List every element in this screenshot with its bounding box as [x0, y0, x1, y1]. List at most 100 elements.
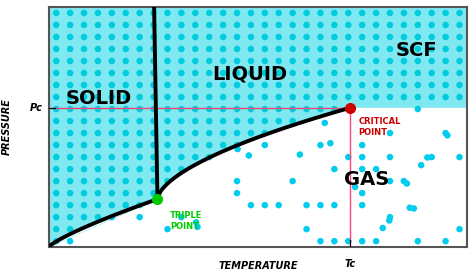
- Point: [164, 179, 171, 183]
- Point: [247, 35, 255, 39]
- Point: [66, 47, 74, 51]
- Point: [219, 119, 227, 123]
- Point: [108, 203, 116, 207]
- Point: [400, 23, 408, 27]
- Point: [191, 83, 199, 87]
- Point: [80, 119, 88, 123]
- Point: [53, 227, 60, 231]
- Point: [136, 119, 144, 123]
- Point: [94, 179, 102, 183]
- Point: [456, 59, 463, 63]
- Point: [358, 83, 366, 87]
- Point: [136, 131, 144, 135]
- Point: [150, 83, 157, 87]
- Point: [219, 23, 227, 27]
- Point: [191, 155, 199, 159]
- Point: [358, 95, 366, 99]
- Point: [164, 95, 171, 99]
- Point: [94, 11, 102, 15]
- Point: [428, 95, 436, 99]
- Point: [428, 35, 436, 39]
- Point: [275, 47, 283, 51]
- Point: [345, 239, 352, 243]
- Point: [414, 95, 421, 99]
- Point: [317, 203, 324, 207]
- Point: [330, 71, 338, 75]
- Point: [178, 71, 185, 75]
- Point: [386, 35, 394, 39]
- Point: [219, 83, 227, 87]
- Point: [317, 35, 324, 39]
- Point: [386, 179, 394, 183]
- Text: SCF: SCF: [396, 41, 438, 60]
- Point: [330, 95, 338, 99]
- Point: [80, 155, 88, 159]
- Point: [178, 95, 185, 99]
- Point: [289, 179, 296, 183]
- Point: [372, 239, 380, 243]
- Point: [261, 71, 269, 75]
- Point: [406, 205, 413, 210]
- Point: [358, 143, 366, 147]
- Point: [94, 215, 102, 219]
- Point: [345, 11, 352, 15]
- Point: [178, 23, 185, 27]
- Point: [233, 131, 241, 135]
- Point: [164, 23, 171, 27]
- Point: [178, 215, 185, 219]
- Point: [428, 71, 436, 75]
- Point: [108, 191, 116, 195]
- Point: [219, 107, 227, 111]
- Point: [386, 83, 394, 87]
- Point: [164, 35, 171, 39]
- Point: [66, 191, 74, 195]
- Point: [66, 83, 74, 87]
- Point: [178, 83, 185, 87]
- Point: [275, 203, 283, 207]
- Point: [351, 185, 359, 189]
- Point: [136, 95, 144, 99]
- Point: [66, 23, 74, 27]
- Point: [108, 83, 116, 87]
- Point: [358, 191, 366, 195]
- Point: [233, 179, 241, 183]
- Point: [94, 59, 102, 63]
- Point: [386, 95, 394, 99]
- Point: [303, 35, 310, 39]
- Point: [372, 35, 380, 39]
- Point: [178, 107, 185, 111]
- Point: [303, 23, 310, 27]
- Point: [289, 23, 296, 27]
- Point: [414, 83, 421, 87]
- Point: [205, 95, 213, 99]
- Point: [53, 131, 60, 135]
- Point: [428, 47, 436, 51]
- Point: [414, 23, 421, 27]
- Point: [372, 71, 380, 75]
- Point: [205, 47, 213, 51]
- Point: [136, 143, 144, 147]
- Point: [261, 107, 269, 111]
- Point: [194, 225, 201, 229]
- Point: [53, 179, 60, 183]
- Point: [94, 107, 102, 111]
- Point: [178, 59, 185, 63]
- Point: [122, 95, 129, 99]
- Point: [400, 179, 408, 183]
- Point: [122, 179, 129, 183]
- Point: [247, 11, 255, 15]
- Point: [358, 47, 366, 51]
- Point: [53, 59, 60, 63]
- Point: [303, 203, 310, 207]
- Point: [164, 107, 171, 111]
- Point: [456, 23, 463, 27]
- Point: [428, 59, 436, 63]
- Point: [372, 23, 380, 27]
- Point: [386, 59, 394, 63]
- Point: [205, 155, 213, 159]
- Point: [233, 191, 241, 195]
- Point: [456, 227, 463, 231]
- Point: [275, 95, 283, 99]
- Point: [191, 47, 199, 51]
- Point: [233, 23, 241, 27]
